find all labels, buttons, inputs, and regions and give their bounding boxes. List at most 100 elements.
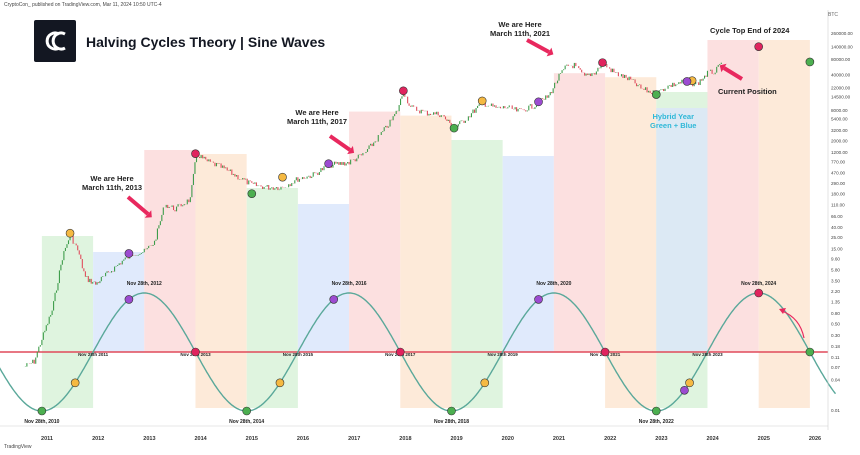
price-dot-red [598,58,607,67]
sine-label: Nov 28th, 2010 [24,419,59,425]
x-tick-label: 2018 [399,436,411,442]
annotation-hybrid-line1: Hybrid Year [652,112,695,121]
arrow-curve-head [779,308,786,314]
page-title: Halving Cycles Theory | Sine Waves [86,34,326,50]
y-tick-label: 140000.00 [831,45,853,50]
annotation-hybrid-line2: Green + Blue [650,121,697,130]
sine-dot-green [242,406,251,416]
sine-dot-purple [680,386,689,395]
arrow-2017 [328,134,352,152]
annotation-2013-line1: We are Here [90,174,134,183]
zone-red [144,150,196,352]
sine-dot-red [754,288,763,298]
sine-dot-orange [685,378,694,388]
x-tick-label: 2019 [450,436,462,442]
x-tick-label: 2026 [809,436,821,442]
y-axis: 260000.00 140000.00 80000.00 40000.00 22000.… [827,10,853,430]
zone-orange [758,40,810,408]
sine-label: Nov 28th 2019 [488,352,519,357]
y-tick-label: 1.35 [831,300,840,305]
y-tick-label: 40.00 [831,225,843,230]
price-dot-red [754,42,763,51]
price-dot-purple [534,97,543,107]
sine-dot-red [395,347,405,357]
zone-red [349,111,401,352]
currency-label: BTC [828,12,838,18]
sine-dot-green [447,406,456,416]
sine-label: Nov 28th, 2018 [434,419,469,425]
annotation-2013-line2: March 11th, 2013 [82,183,143,192]
x-tick-label: 2024 [706,436,719,442]
y-tick-label: 2000.00 [831,138,848,143]
x-tick-label: 2017 [348,436,360,442]
y-tick-label: 260000.00 [831,31,853,36]
y-tick-label: 290.00 [831,181,845,186]
annotation-2021: We are Here March 11th, 2021 [490,20,550,38]
cycle-zones [41,40,810,408]
zone-blue [656,108,708,352]
sine-label: Nov 28th, 2022 [639,419,674,425]
price-series [23,61,722,368]
y-tick-label: 40000.00 [831,72,851,77]
x-tick-label: 2023 [655,436,667,442]
annotation-2021-line2: March 11th, 2021 [490,29,551,38]
logo-icon [45,31,66,51]
annotation-hybrid-year: Hybrid Year Green + Blue [650,112,696,130]
x-tick-label: 2011 [41,436,53,442]
x-tick-label: 2015 [246,436,258,442]
sine-label: Nov 28th 2011 [78,352,109,357]
y-tick-label: 0.30 [831,333,840,338]
sine-label: Nov 28th 2015 [283,352,314,357]
zone-orange [605,77,657,408]
x-tick-label: 2022 [604,436,616,442]
annotation-current-position: Current Position [718,87,777,96]
arrow-2021 [526,38,550,54]
arrow-current [722,66,744,81]
x-tick-label: 2012 [92,436,104,442]
y-tick-label: 15.00 [831,247,843,252]
sine-dot-orange [275,378,285,388]
sine-dot-purple [124,295,134,304]
y-tick-label: 770.00 [831,160,845,165]
y-tick-label: 0.11 [831,355,840,360]
y-tick-label: 9.60 [831,256,840,261]
sine-dot-green [37,406,47,416]
y-tick-label: 0.50 [831,322,840,327]
sine-label: Nov 28th, 2024 [741,281,776,287]
sine-dot-green [651,406,661,416]
sine-dot-red [600,347,610,357]
sine-dot-purple [534,295,543,304]
x-tick-label: 2013 [143,436,155,442]
annotation-2017-line2: March 11th, 2017 [287,117,348,126]
price-dot-green [805,57,815,67]
price-dot-orange [477,96,487,106]
x-tick-label: 2014 [194,436,207,442]
annotation-2021-line1: We are Here [498,20,542,29]
price-dot-orange [65,228,75,238]
y-tick-label: 180.00 [831,192,845,197]
price-dot-green [247,189,257,198]
zone-red [553,73,606,352]
y-tick-label: 470.00 [831,170,845,175]
y-tick-label: 8000.00 [831,108,848,113]
arrow-2021-head [546,47,554,57]
annotation-2017: We are Here March 11th, 2017 [287,108,347,126]
price-dot-red [191,149,200,158]
x-tick-label: 2020 [502,436,514,442]
channel-logo [34,20,76,62]
sine-label: Nov 28th 2023 [692,352,723,357]
x-tick-label: 2016 [297,436,309,442]
tradingview-brand: TradingView [4,444,32,450]
annotation-2017-line1: We are Here [295,108,339,117]
x-tick-label: 2021 [553,436,565,442]
y-tick-label: 3200.00 [831,128,848,133]
y-tick-label: 0.01 [831,408,840,413]
price-dot-green [449,123,459,133]
price-dot-purple [324,159,333,168]
zone-blue [297,204,350,352]
x-axis: 2011 2012 2013 2014 2015 2016 2017 2018 2019 2020… [0,425,828,442]
sine-dot-purple [329,295,339,304]
arrow-curve [781,310,805,339]
sine-dot-red [191,347,200,357]
